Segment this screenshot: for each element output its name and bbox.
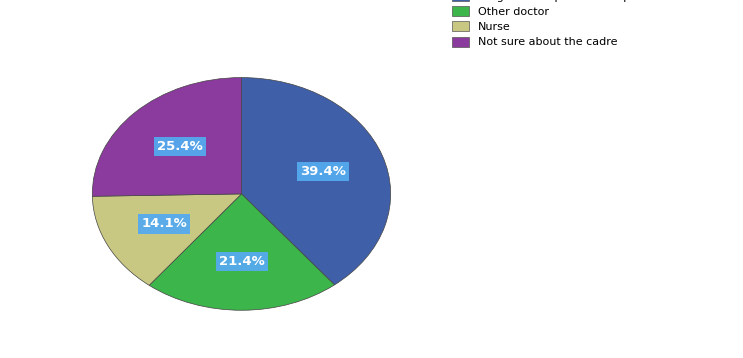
Text: 39.4%: 39.4% xyxy=(300,165,346,178)
Legend: Surgeon who performed op, Other doctor, Nurse, Not sure about the cadre: Surgeon who performed op, Other doctor, … xyxy=(449,0,633,51)
Text: 14.1%: 14.1% xyxy=(141,218,187,231)
Text: 25.4%: 25.4% xyxy=(157,140,203,153)
Wedge shape xyxy=(149,194,334,310)
Text: 21.4%: 21.4% xyxy=(219,255,265,268)
Wedge shape xyxy=(92,78,241,196)
Wedge shape xyxy=(241,78,391,285)
Wedge shape xyxy=(92,194,241,285)
